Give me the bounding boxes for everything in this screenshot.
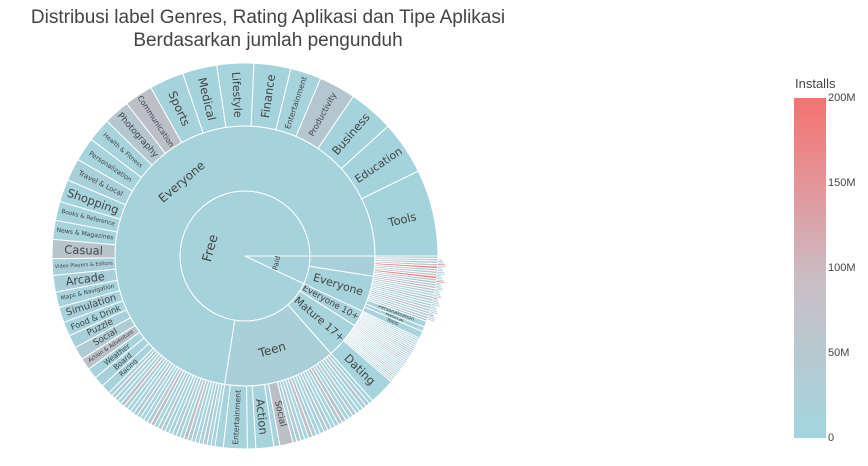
sunburst-sliver <box>430 308 437 311</box>
sunburst-sliver <box>429 311 438 315</box>
sunburst-sliver <box>428 315 435 319</box>
sunburst-label: Casual <box>64 243 103 258</box>
colorbar-tick-label: 100M <box>828 262 856 274</box>
sunburst-sliver <box>432 299 438 302</box>
colorbar-tick-label: 200M <box>828 92 856 104</box>
sunburst-sliver <box>431 305 436 308</box>
sunburst-label: Action <box>253 398 271 435</box>
sunburst-label: Lifestyle <box>229 72 244 119</box>
sunburst-sliver <box>428 314 434 317</box>
sunburst-sliver <box>427 317 435 321</box>
sunburst-sliver <box>429 312 434 315</box>
sunburst-label: Paid <box>271 255 282 271</box>
chart-title: Distribusi label Genres, Rating Aplikasi… <box>0 6 536 52</box>
sunburst-sliver <box>435 287 443 290</box>
colorbar-title: Installs <box>795 76 836 91</box>
sunburst-sliver <box>435 284 441 286</box>
sunburst-label: Entertainment <box>231 390 243 445</box>
sunburst-sliver <box>432 302 440 305</box>
sunburst-sliver <box>436 281 445 283</box>
sunburst-sliver <box>431 306 437 309</box>
sunburst-label: Video Players & Editors <box>55 261 114 270</box>
sunburst-sliver <box>432 300 439 303</box>
sunburst-sector[interactable] <box>374 255 439 260</box>
sunburst-label: Free <box>200 233 222 264</box>
sunburst-sliver <box>434 293 441 296</box>
sunburst-label: Tools <box>386 209 418 229</box>
sunburst-sliver <box>434 291 440 294</box>
sunburst-sliver <box>433 294 441 297</box>
sunburst-label: Tools <box>385 316 400 327</box>
sunburst-sliver <box>431 303 440 307</box>
sunburst-sliver <box>435 288 444 291</box>
sunburst-sliver <box>435 285 442 288</box>
colorbar: Installs 0 50M 100M 150M 200M <box>780 70 868 450</box>
colorbar-tick-label: 50M <box>828 347 850 359</box>
sunburst-sliver <box>430 309 438 313</box>
colorbar-tick-label: 0 <box>828 432 835 444</box>
sunburst-sliver <box>433 296 442 299</box>
sunburst-sliver <box>427 318 436 322</box>
sunburst-sliver <box>434 290 439 292</box>
sunburst-sliver <box>436 279 444 282</box>
chart-title-line-1: Distribusi label Genres, Rating Aplikasi… <box>30 7 506 28</box>
sunburst-label: Arcade <box>65 270 106 289</box>
sunburst-sliver <box>436 277 443 280</box>
sunburst-sliver <box>436 276 442 278</box>
sunburst-sliver <box>436 282 441 284</box>
chart-title-line-2: Berdasarkan jumlah pengunduh <box>133 30 403 51</box>
sunburst-sliver <box>437 271 445 274</box>
sunburst-sliver <box>437 273 446 275</box>
colorbar-tick-label: 150M <box>828 177 856 189</box>
sunburst-label: Finance <box>258 73 278 119</box>
sunburst-sliver <box>433 297 438 300</box>
colorbar-gradient <box>794 98 826 438</box>
